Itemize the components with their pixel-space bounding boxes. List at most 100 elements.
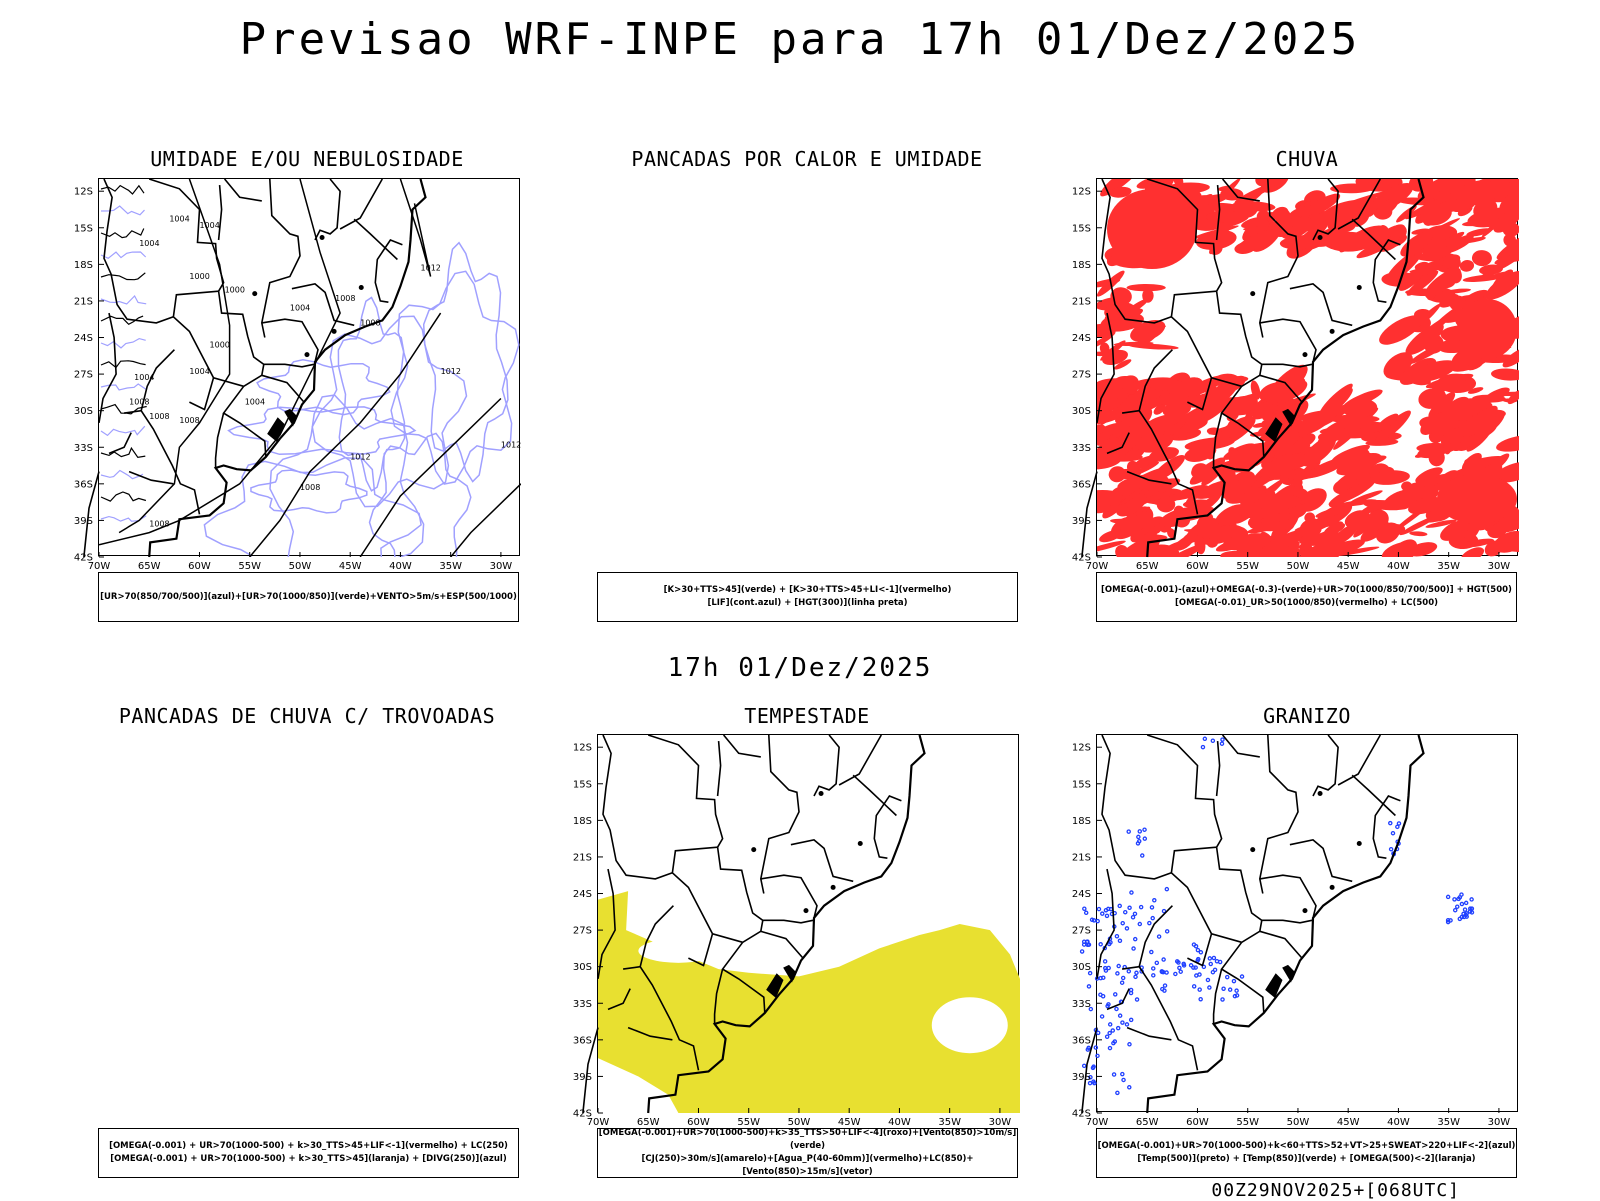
field-patch [1184, 444, 1217, 462]
hail-marker [1083, 910, 1089, 916]
hail-marker [1191, 965, 1196, 970]
hail-markers [1079, 736, 1475, 1096]
hail-marker [1211, 955, 1217, 961]
geographic-boundaries [83, 178, 427, 558]
field-patch [1289, 501, 1314, 515]
field-patch [1283, 453, 1311, 467]
field-patch [1450, 427, 1471, 433]
field-patch [1496, 434, 1519, 452]
field-patch [1119, 406, 1153, 434]
field-patch [1255, 494, 1302, 511]
hail-marker [1085, 1047, 1091, 1052]
lake [284, 408, 297, 427]
hail-marker [1124, 926, 1130, 931]
field-patch [1435, 277, 1456, 289]
field-patch [1330, 183, 1375, 194]
field-patch [1104, 501, 1141, 512]
city-marker [1329, 884, 1335, 890]
state-border [1096, 868, 1115, 980]
field-patch [1133, 386, 1163, 402]
field-patch [1119, 516, 1143, 536]
state-border [622, 965, 641, 970]
hail-marker [1207, 956, 1213, 961]
field-patch [1259, 513, 1295, 524]
field-patch [1259, 529, 1305, 556]
hail-marker [1098, 975, 1103, 981]
field-patch [1450, 527, 1481, 542]
field-patch [1388, 539, 1418, 557]
map-granizo: 12S 15S 18S 21S 24S 27S 30S 33S 36S 39S 42S 70W 65W 6… [1072, 734, 1518, 1128]
state-border [852, 774, 897, 817]
hail-marker [1091, 1079, 1096, 1084]
hail-marker [1120, 975, 1126, 981]
hail-marker [1095, 1030, 1101, 1036]
lat-tick-label: 27S [1072, 926, 1091, 937]
lon-tick-label: 45W [1337, 561, 1360, 572]
hail-marker [1117, 938, 1123, 944]
state-border [1372, 795, 1401, 859]
hail-marker [1088, 1006, 1094, 1012]
field-patch [1336, 452, 1382, 476]
lon-tick-label: 50W [289, 561, 312, 572]
hail-marker [1100, 911, 1105, 916]
field-patch [1439, 376, 1457, 386]
isobar-label: 1004 [245, 398, 265, 407]
lat-tick-label: 39S [1072, 1072, 1091, 1083]
hail-marker [1134, 997, 1140, 1002]
contour-layer: 1004100410041000100010041008100810121000… [99, 179, 521, 557]
field-patch [1136, 506, 1154, 524]
hail-marker [1117, 903, 1122, 909]
field-patch [1323, 548, 1360, 554]
hail-marker [1117, 1013, 1123, 1018]
lat-tick-label: 21S [1072, 852, 1091, 863]
field-patch [1450, 199, 1476, 213]
isobar [249, 312, 442, 557]
state-border [1312, 178, 1339, 241]
lake [1265, 417, 1283, 443]
field-patch [1114, 359, 1132, 370]
isobar [450, 483, 521, 557]
state-border [1212, 412, 1223, 468]
hail-marker [1107, 1022, 1113, 1027]
hail-marker [1200, 744, 1206, 750]
lon-tick-label: 45W [1337, 1117, 1360, 1128]
field-patch [1097, 324, 1116, 339]
field-patch [1232, 391, 1267, 403]
state-border [1101, 178, 1172, 324]
lake [1282, 408, 1295, 427]
field-patch [1288, 466, 1338, 481]
field-patch [1324, 522, 1346, 535]
hail-marker [1219, 741, 1225, 746]
legend-granizo: [OMEGA(-0.001)+UR>70(1000-500)+k<60+TTS>… [1096, 1128, 1517, 1178]
contour-line [100, 251, 147, 259]
field-patch [1189, 457, 1226, 485]
field-patch [1409, 531, 1428, 537]
field-patch [1375, 413, 1399, 432]
state-border [1221, 178, 1260, 202]
field-patch [1097, 437, 1120, 463]
hail-marker [1086, 984, 1092, 989]
field-patch [1308, 213, 1322, 219]
isobar [399, 179, 432, 277]
city-marker [1250, 847, 1256, 853]
coastline [1146, 734, 1425, 1114]
lon-tick-label: 30W [989, 1117, 1012, 1128]
state-border [339, 178, 383, 230]
field-patch [1405, 323, 1444, 355]
field-patch [1124, 447, 1145, 461]
lake [783, 964, 796, 983]
city-marker [751, 847, 757, 853]
hail-marker [1135, 841, 1141, 846]
hail-marker [1079, 949, 1085, 954]
hail-marker [1120, 1020, 1125, 1025]
legend-line: [LIF](cont.azul) + [HGT(300)](linha pret… [707, 598, 908, 608]
state-border [1170, 846, 1242, 944]
contour-line [100, 184, 145, 195]
field-patch [1243, 226, 1276, 232]
field-patch [1153, 403, 1166, 415]
contour-line [100, 205, 145, 216]
lon-tick-label: 70W [1086, 561, 1109, 572]
isobar [99, 179, 341, 546]
